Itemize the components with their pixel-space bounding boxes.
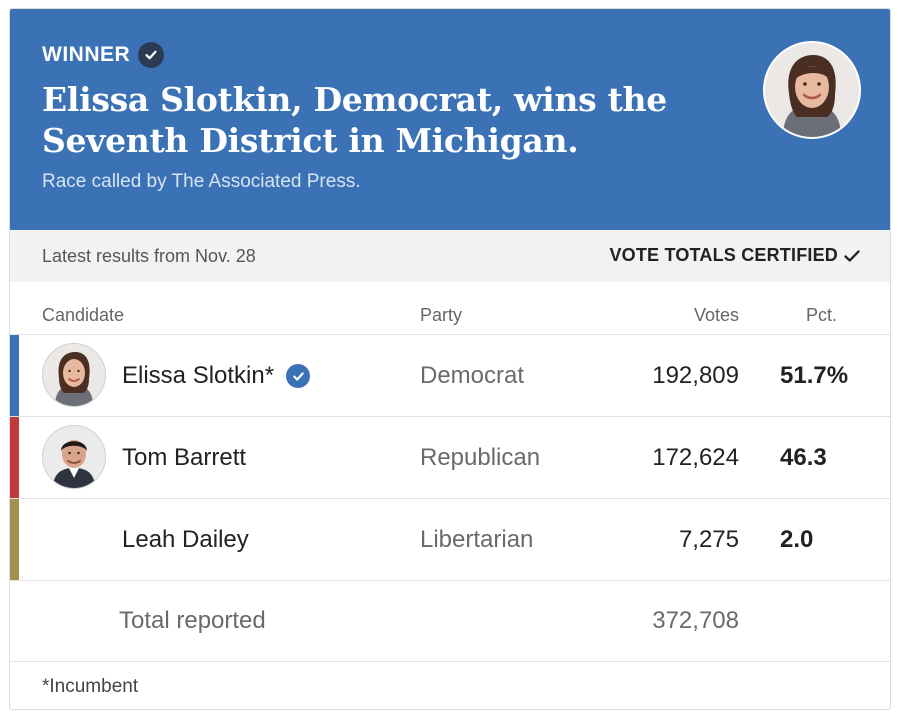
divider — [10, 498, 890, 499]
certified-status: VOTE TOTALS CERTIFIED — [609, 245, 860, 266]
candidate-name: Tom Barrett — [122, 444, 247, 471]
check-circle-icon — [138, 42, 165, 68]
winner-check-icon — [286, 364, 311, 388]
candidate-pct: 2.0 — [780, 526, 814, 553]
winner-avatar — [763, 41, 861, 139]
candidate-party: Democrat — [420, 362, 525, 389]
candidate-pct: 46.3 — [780, 444, 827, 471]
race-results-card: WINNER Elissa Slotkin, Democrat, wins th… — [9, 8, 891, 710]
candidate-votes: 7,275 — [678, 526, 739, 553]
latest-results-text: Latest results from Nov. 28 — [42, 246, 256, 266]
candidate-name: Leah Dailey — [122, 526, 249, 553]
total-reported-label: Total reported — [119, 607, 266, 634]
candidate-name-cell: Elissa Slotkin* — [122, 362, 311, 390]
column-header-votes: Votes — [693, 305, 739, 325]
headline: Elissa Slotkin, Democrat, wins the Seven… — [42, 80, 667, 160]
incumbent-footnote: *Incumbent — [42, 676, 139, 697]
table-row: Leah Dailey Libertarian 7,275 2.0 — [10, 499, 890, 580]
certified-label: VOTE TOTALS CERTIFIED — [609, 245, 838, 265]
party-color-stripe — [10, 499, 19, 580]
divider — [10, 334, 890, 335]
party-color-stripe — [10, 335, 19, 416]
divider — [10, 580, 890, 581]
candidate-name: Elissa Slotkin* — [122, 362, 275, 389]
party-color-stripe — [10, 417, 19, 498]
candidate-avatar — [42, 343, 106, 407]
table-row: Tom Barrett Republican 172,624 46.3 — [10, 417, 890, 498]
column-header-party: Party — [420, 305, 463, 325]
candidate-avatar — [42, 425, 106, 489]
total-votes: 372,708 — [652, 607, 739, 634]
winner-label: WINNER — [42, 43, 131, 66]
candidate-votes: 192,809 — [652, 362, 739, 389]
winner-row: WINNER — [42, 41, 165, 69]
candidate-votes: 172,624 — [652, 444, 739, 471]
column-header-pct: Pct. — [806, 305, 838, 325]
candidate-party: Libertarian — [420, 526, 534, 553]
candidate-party: Republican — [420, 444, 541, 471]
winner-banner: WINNER Elissa Slotkin, Democrat, wins th… — [10, 9, 890, 230]
table-row: Elissa Slotkin* Democrat 192,809 51.7% — [10, 335, 890, 416]
divider — [10, 416, 890, 417]
column-header-candidate: Candidate — [42, 305, 125, 325]
divider — [10, 661, 890, 662]
byline: Race called by The Associated Press. — [42, 171, 361, 192]
results-status-bar: Latest results from Nov. 28 VOTE TOTALS … — [10, 230, 890, 282]
candidate-pct: 51.7% — [780, 362, 849, 389]
checkmark-icon — [844, 249, 860, 262]
